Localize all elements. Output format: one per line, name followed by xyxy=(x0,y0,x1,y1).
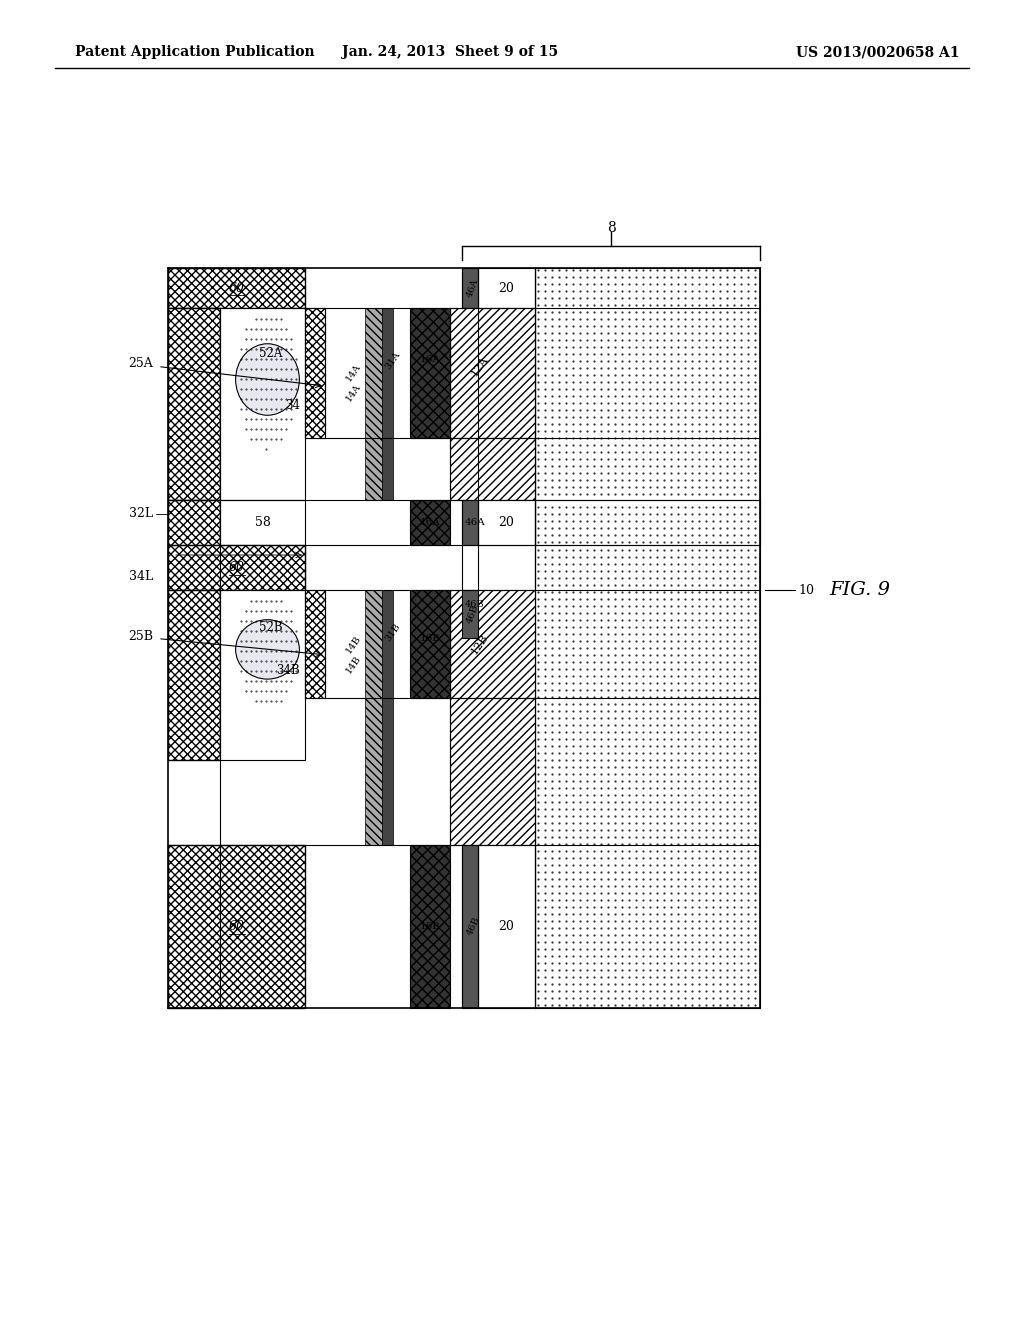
Text: FIG. 9: FIG. 9 xyxy=(829,581,891,599)
Text: Patent Application Publication: Patent Application Publication xyxy=(75,45,314,59)
Text: 46B: 46B xyxy=(465,603,480,624)
Text: 16A: 16A xyxy=(420,355,440,364)
Text: 8: 8 xyxy=(606,220,615,235)
Text: 46B: 46B xyxy=(465,601,484,609)
Bar xyxy=(168,845,305,1008)
Text: 20: 20 xyxy=(499,920,514,933)
Bar xyxy=(462,268,478,308)
Text: 31B: 31B xyxy=(384,622,402,643)
Text: 60: 60 xyxy=(228,281,245,294)
Text: 16B: 16B xyxy=(420,921,440,931)
Bar xyxy=(462,845,478,1008)
Text: 12B: 12B xyxy=(469,632,490,656)
Text: 60: 60 xyxy=(228,561,245,574)
Text: 52B: 52B xyxy=(259,622,283,635)
Text: 34: 34 xyxy=(285,399,300,412)
Text: 14B: 14B xyxy=(344,634,362,655)
Bar xyxy=(410,845,450,1008)
Text: 46A: 46A xyxy=(465,517,485,527)
Bar xyxy=(410,308,450,438)
Bar xyxy=(168,500,220,590)
Bar xyxy=(365,698,382,845)
Bar xyxy=(382,438,393,500)
Text: 14A: 14A xyxy=(344,363,362,384)
Bar xyxy=(462,500,478,545)
Text: 46A: 46A xyxy=(465,277,480,298)
Text: US 2013/0020658 A1: US 2013/0020658 A1 xyxy=(797,45,961,59)
Bar xyxy=(462,590,478,638)
Bar xyxy=(450,438,535,500)
Bar xyxy=(478,500,535,545)
Bar xyxy=(478,268,535,308)
Text: 46B: 46B xyxy=(465,916,481,937)
Bar xyxy=(365,438,382,500)
Bar xyxy=(450,698,535,845)
Ellipse shape xyxy=(236,343,299,416)
Text: 34B: 34B xyxy=(276,664,300,677)
Bar xyxy=(220,590,305,760)
Bar xyxy=(450,590,535,698)
Bar xyxy=(382,698,393,845)
Bar xyxy=(410,590,450,698)
Bar xyxy=(220,308,305,500)
Text: 25B: 25B xyxy=(128,630,153,643)
Text: 20: 20 xyxy=(499,516,514,529)
Text: 10: 10 xyxy=(798,583,814,597)
Bar xyxy=(410,500,450,545)
Text: 20: 20 xyxy=(499,281,514,294)
Text: 14B: 14B xyxy=(344,653,362,675)
Text: 34L: 34L xyxy=(129,570,153,583)
Bar xyxy=(450,308,535,438)
Text: 60: 60 xyxy=(228,920,245,933)
Text: Jan. 24, 2013  Sheet 9 of 15: Jan. 24, 2013 Sheet 9 of 15 xyxy=(342,45,558,59)
Bar xyxy=(382,590,393,698)
Bar xyxy=(305,308,325,438)
Text: 16A: 16A xyxy=(420,517,440,527)
Bar xyxy=(168,268,305,308)
Text: 25A: 25A xyxy=(128,358,153,371)
Text: 16B: 16B xyxy=(420,634,440,643)
Bar xyxy=(478,845,535,1008)
Bar xyxy=(168,590,220,760)
Bar xyxy=(305,590,325,698)
Bar xyxy=(168,308,220,500)
Bar xyxy=(535,500,760,545)
Bar xyxy=(535,268,760,1008)
Text: 52A: 52A xyxy=(259,347,283,360)
Bar xyxy=(168,545,305,590)
Bar xyxy=(365,308,382,438)
Text: 31A: 31A xyxy=(384,350,402,371)
Bar xyxy=(365,590,382,698)
Ellipse shape xyxy=(236,619,299,678)
Bar xyxy=(382,308,393,438)
Bar xyxy=(220,500,305,590)
Text: 14A: 14A xyxy=(344,383,362,404)
Text: 32L: 32L xyxy=(129,507,153,520)
Text: 12A: 12A xyxy=(470,355,490,379)
Text: 58: 58 xyxy=(255,516,270,529)
